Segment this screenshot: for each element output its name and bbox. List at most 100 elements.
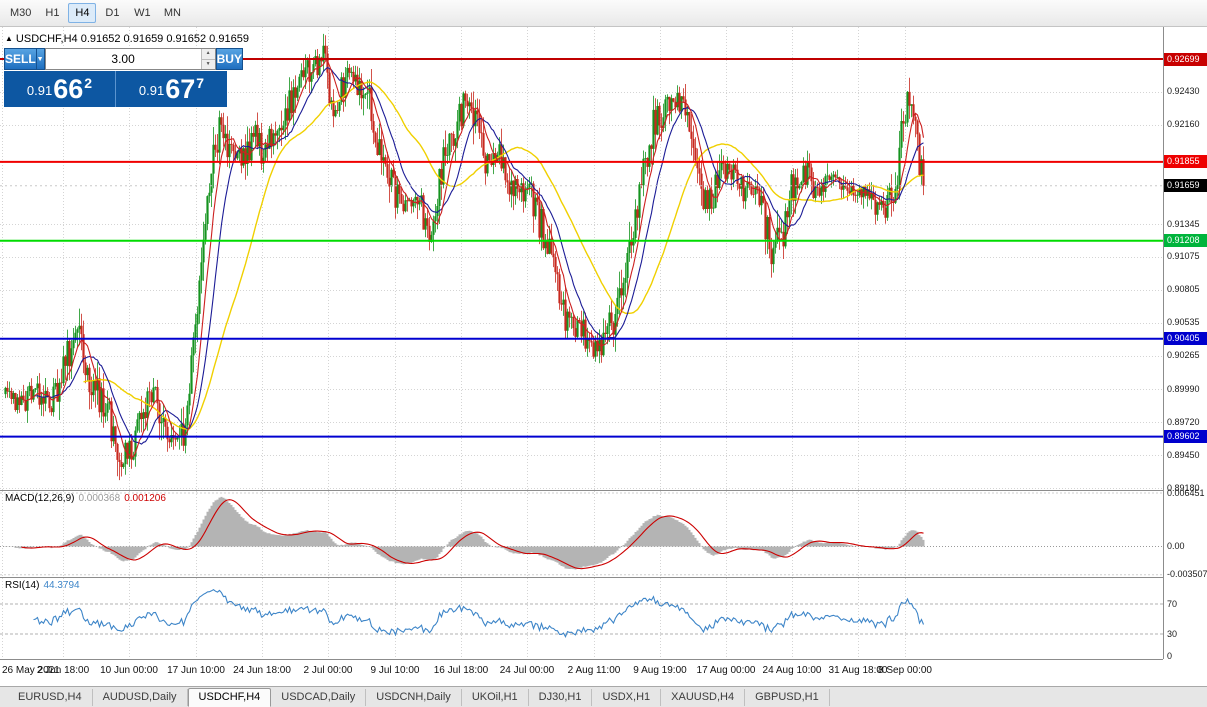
sell-button[interactable]: SELL [4, 48, 37, 70]
buy-price-pip-digit: 7 [196, 75, 205, 91]
macd-signal-line [21, 499, 924, 570]
macd-chart-canvas[interactable] [0, 490, 1163, 577]
time-axis-label: 10 Jun 00:00 [100, 665, 158, 676]
time-axis-label: 24 Jun 18:00 [233, 665, 291, 676]
chart-symbol-label: USDCHF,H4 [15, 33, 78, 45]
timeframe-toolbar: M30 H1 H4 D1 W1 MN [0, 0, 1207, 27]
lot-size-field: ▲ ▼ [44, 48, 216, 70]
buy-price-prefix: 0.91 [138, 82, 165, 98]
rsi-value: 44.3794 [43, 580, 80, 591]
price-scale-label: 0.90535 [1167, 317, 1200, 328]
chart-tab-gbpusd[interactable]: GBPUSD,H1 [745, 688, 830, 706]
time-axis-label: 2 Aug 11:00 [567, 665, 621, 676]
lot-decrease-button[interactable]: ▼ [201, 58, 215, 69]
macd-signal-value: 0.001206 [124, 493, 166, 504]
rsi-vertical-gridlines [2, 578, 906, 659]
rsi-chart-canvas[interactable] [0, 577, 1163, 659]
price-scale-label: 0.00 [1167, 540, 1185, 551]
lot-options-dropdown-button[interactable]: ▼ [36, 48, 45, 70]
chart-tab-usdx[interactable]: USDX,H1 [592, 688, 662, 706]
macd-main-value: 0.000368 [78, 493, 121, 504]
price-scale[interactable]: 0.92699 0.92430 0.92160 0.91855 0.91659 0.913… [1163, 27, 1207, 661]
macd-label: MACD(12,26,9) [5, 493, 75, 504]
price-scale-badge: 0.90405 [1164, 332, 1207, 346]
price-scale-badge: 0.91855 [1164, 155, 1207, 169]
time-axis[interactable]: 26 May 2021 2 Jun 18:00 10 Jun 00:00 17 Jun… [0, 659, 1163, 686]
timeframe-button-w1[interactable]: W1 [128, 3, 156, 23]
time-axis-label: 31 Aug 18:00 [828, 665, 888, 676]
timeframe-button-d1[interactable]: D1 [98, 3, 126, 23]
timeframe-button-m30[interactable]: M30 [5, 3, 36, 23]
time-axis-label: 2 Jul 00:00 [303, 665, 353, 676]
time-axis-label: 17 Aug 00:00 [696, 665, 756, 676]
rsi-indicator-panel[interactable]: RSI(14) 44.3794 [0, 577, 1163, 659]
moving-average-line-16 [35, 66, 924, 445]
price-scale-label: -0.003507 [1167, 569, 1207, 580]
price-scale-badge: 0.92699 [1164, 52, 1207, 66]
price-scale-label: 0.89720 [1167, 416, 1200, 427]
time-axis-label: 9 Aug 19:00 [633, 665, 687, 676]
sell-price-display[interactable]: 0.91 66 2 [4, 71, 116, 107]
bid-ask-display: 0.91 66 2 0.91 67 7 [4, 71, 227, 107]
one-click-trading-panel: SELL ▼ ▲ ▼ BUY 0.91 66 2 0.9 [4, 48, 243, 107]
macd-histogram [4, 496, 925, 570]
sell-price-pip-digit: 2 [84, 75, 93, 91]
time-axis-label: 24 Aug 10:00 [762, 665, 822, 676]
price-scale-label: 0.92430 [1167, 86, 1200, 97]
price-scale-label: 0.89180 [1167, 482, 1200, 493]
timeframe-button-mn[interactable]: MN [158, 3, 186, 23]
price-scale-label: 30 [1167, 628, 1178, 639]
trade-controls-row: SELL ▼ ▲ ▼ BUY [4, 48, 243, 70]
chart-tab-usdcnh[interactable]: USDCNH,Daily [366, 688, 462, 706]
moving-average-line-40 [83, 81, 924, 430]
price-scale-label: 0.90265 [1167, 350, 1200, 361]
rsi-label: RSI(14) [5, 580, 40, 591]
buy-price-display[interactable]: 0.91 67 7 [116, 71, 227, 107]
price-scale-label: 0.91075 [1167, 251, 1200, 262]
chart-tab-xauusd[interactable]: XAUUSD,H4 [661, 688, 746, 706]
macd-indicator-panel[interactable]: MACD(12,26,9) 0.000368 0.001206 [0, 490, 1163, 577]
chart-tab-dj30[interactable]: DJ30,H1 [529, 688, 593, 706]
time-axis-label: 17 Jun 10:00 [167, 665, 225, 676]
price-scale-label: 0.91345 [1167, 218, 1200, 229]
sell-price-prefix: 0.91 [26, 82, 53, 98]
time-axis-label: 26 May 2021 [2, 665, 60, 676]
time-axis-label: 16 Jul 18:00 [433, 665, 489, 676]
price-scale-badge: 0.91208 [1164, 234, 1207, 248]
candlestick-chart-canvas[interactable] [0, 27, 1163, 490]
lot-size-input[interactable] [45, 49, 201, 69]
chart-tab-audusd[interactable]: AUDUSD,Daily [93, 688, 188, 706]
chart-tab-bar: EURUSD,H4 AUDUSD,Daily USDCHF,H4 USDCAD,Dai… [0, 686, 1207, 707]
chart-tab-usdchf[interactable]: USDCHF,H4 [187, 687, 272, 707]
time-axis-label: 2 Jun 18:00 [36, 665, 90, 676]
chart-ohlc-values: 0.91652 0.91659 0.91652 0.91659 [80, 33, 249, 45]
buy-button[interactable]: BUY [215, 48, 243, 70]
price-scale-label: 0.92160 [1167, 119, 1200, 130]
lot-increase-button[interactable]: ▲ [201, 49, 215, 59]
price-scale-label: 0.89450 [1167, 449, 1200, 460]
rsi-line [33, 589, 925, 638]
price-scale-label: 0 [1167, 651, 1173, 661]
chart-tab-eurusd[interactable]: EURUSD,H4 [8, 688, 93, 706]
price-scale-label: 70 [1167, 598, 1178, 609]
lot-size-stepper: ▲ ▼ [200, 49, 215, 69]
bar-direction-up-icon: ▲ [5, 34, 13, 43]
price-scale-label: 0.006451 [1167, 487, 1205, 498]
price-scale-label: 0.89990 [1167, 383, 1200, 394]
chart-tab-usdcad[interactable]: USDCAD,Daily [271, 688, 367, 706]
buy-price-big-digits: 67 [165, 74, 196, 104]
price-scale-badge: 0.91659 [1164, 179, 1207, 193]
main-chart-panel[interactable]: ▲ USDCHF,H4 0.91652 0.91659 0.91652 0.916… [0, 27, 1163, 490]
dropdown-arrow-icon: ▼ [36, 55, 44, 63]
moving-average-line-8 [19, 60, 925, 458]
down-candle-bodies [6, 45, 925, 467]
price-scale-label: 0.90805 [1167, 284, 1200, 295]
time-axis-label: 24 Jul 00:00 [499, 665, 555, 676]
time-axis-label: 9 Jul 10:00 [370, 665, 420, 676]
rsi-header: RSI(14) 44.3794 [5, 580, 80, 591]
chart-tab-ukoil[interactable]: UKOil,H1 [462, 688, 529, 706]
macd-header: MACD(12,26,9) 0.000368 0.001206 [5, 493, 166, 504]
timeframe-button-h1[interactable]: H1 [38, 3, 66, 23]
timeframe-button-h4[interactable]: H4 [68, 3, 97, 23]
